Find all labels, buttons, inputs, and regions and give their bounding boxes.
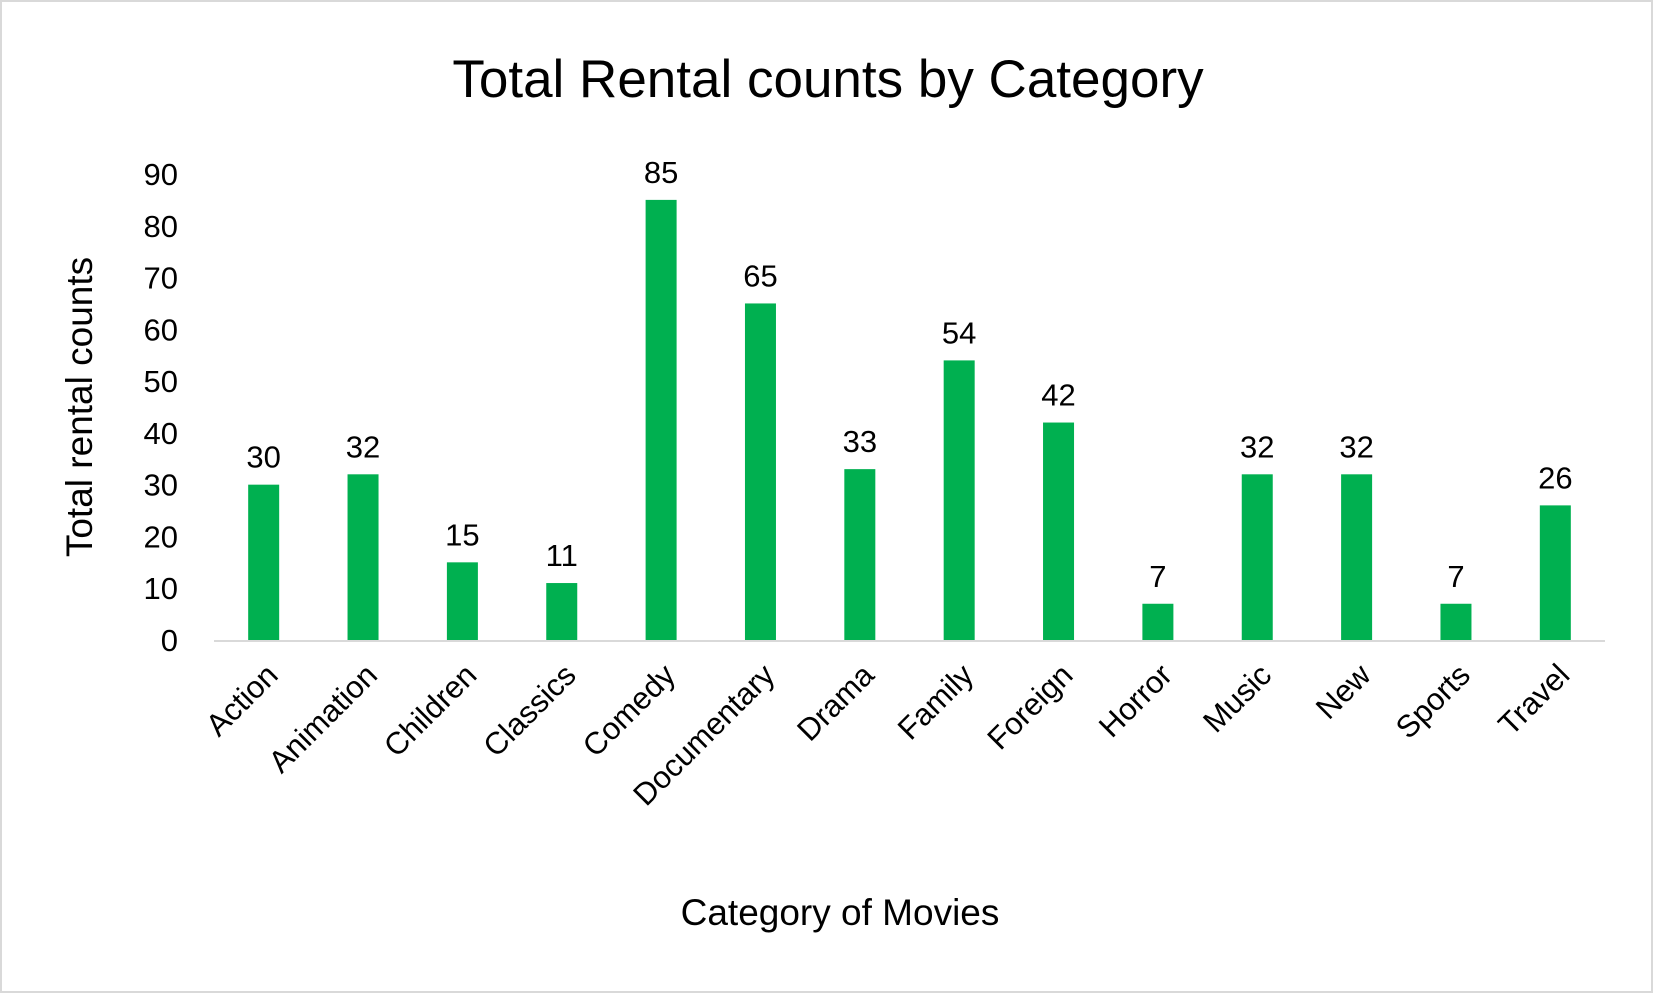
bar bbox=[347, 474, 379, 640]
data-label: 7 bbox=[1447, 559, 1464, 594]
y-tick-label: 0 bbox=[161, 623, 178, 658]
y-tick-label: 30 bbox=[144, 468, 178, 503]
data-label: 32 bbox=[1240, 429, 1274, 464]
y-tick-label: 90 bbox=[144, 157, 178, 192]
y-axis-title-group: Total rental counts bbox=[59, 257, 100, 557]
category-label: Classics bbox=[476, 657, 582, 763]
category-labels: ActionAnimationChildrenClassicsComedyDoc… bbox=[199, 657, 1576, 813]
data-label: 54 bbox=[942, 315, 976, 350]
data-label: 33 bbox=[843, 424, 877, 459]
bar bbox=[645, 199, 677, 640]
x-axis-title: Category of Movies bbox=[681, 892, 1000, 933]
data-label: 7 bbox=[1149, 559, 1166, 594]
y-tick-labels: 0 10 20 30 40 50 60 70 80 90 bbox=[144, 157, 178, 658]
chart-title: Total Rental counts by Category bbox=[452, 50, 1204, 109]
y-tick-label: 80 bbox=[144, 209, 178, 244]
category-label: Children bbox=[377, 657, 483, 763]
category-label: New bbox=[1309, 657, 1378, 726]
data-label: 32 bbox=[1339, 429, 1373, 464]
y-axis-title: Total rental counts bbox=[59, 257, 100, 557]
y-tick-label: 70 bbox=[144, 261, 178, 296]
category-label: Foreign bbox=[980, 657, 1079, 756]
category-label: Horror bbox=[1092, 657, 1179, 744]
data-label: 26 bbox=[1538, 460, 1572, 495]
category-label: Music bbox=[1196, 657, 1278, 739]
category-label: Animation bbox=[262, 657, 384, 779]
data-label: 30 bbox=[246, 440, 280, 475]
data-label: 32 bbox=[346, 429, 380, 464]
bar bbox=[446, 562, 478, 640]
data-label: 11 bbox=[546, 538, 578, 573]
bar bbox=[1142, 603, 1174, 640]
category-label: Travel bbox=[1491, 657, 1576, 742]
bar bbox=[1341, 474, 1373, 640]
y-tick-label: 20 bbox=[144, 519, 178, 554]
data-label: 85 bbox=[644, 155, 678, 190]
data-labels: 30 32 15 11 85 65 33 54 42 7 32 32 7 26 bbox=[246, 155, 1572, 594]
bar bbox=[744, 303, 776, 640]
y-tick-label: 40 bbox=[144, 416, 178, 451]
data-label: 42 bbox=[1041, 378, 1075, 413]
bar bbox=[248, 484, 280, 640]
bars bbox=[248, 199, 1571, 640]
bar bbox=[943, 360, 975, 640]
data-label: 15 bbox=[445, 517, 479, 552]
y-tick-label: 60 bbox=[144, 312, 178, 347]
y-tick-label: 50 bbox=[144, 364, 178, 399]
bar bbox=[1440, 603, 1472, 640]
bar bbox=[1539, 505, 1571, 640]
category-label: Sports bbox=[1389, 657, 1477, 745]
bar bbox=[844, 469, 876, 640]
category-label: Drama bbox=[790, 657, 881, 748]
bar bbox=[546, 583, 578, 640]
data-label: 65 bbox=[743, 258, 777, 293]
y-tick-label: 10 bbox=[144, 571, 178, 606]
bar bbox=[1241, 474, 1273, 640]
category-label: Action bbox=[199, 657, 285, 743]
bar bbox=[1043, 422, 1075, 640]
category-label: Family bbox=[891, 657, 981, 747]
